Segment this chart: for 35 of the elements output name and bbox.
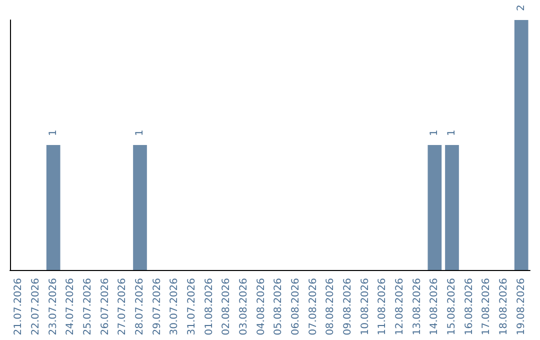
x-tick-label: 03.08.2026 [238, 278, 250, 336]
x-tick-label: 24.07.2026 [65, 278, 76, 336]
x-tick-label: 07.08.2026 [308, 278, 319, 336]
data-label: 1 [48, 130, 59, 136]
x-tick-label: 21.07.2026 [13, 278, 24, 336]
x-tick-label: 28.07.2026 [134, 278, 146, 336]
x-tick-label: 26.07.2026 [100, 278, 111, 336]
data-label: 1 [134, 130, 146, 136]
x-tick-label: 23.07.2026 [48, 278, 59, 336]
x-tick-label: 08.08.2026 [325, 278, 336, 336]
x-tick-label: 09.08.2026 [342, 278, 354, 336]
x-tick-label: 17.08.2026 [481, 278, 492, 336]
x-tick-label: 10.08.2026 [360, 278, 371, 336]
x-tick-label: 31.07.2026 [186, 278, 198, 336]
data-label: 2 [516, 4, 527, 11]
x-tick-label: 04.08.2026 [256, 278, 267, 336]
x-tick-label: 02.08.2026 [221, 278, 232, 336]
x-tick-label: 22.07.2026 [30, 278, 42, 336]
x-tick-label: 19.08.2026 [516, 278, 527, 336]
x-tick-label: 11.08.2026 [377, 278, 388, 336]
data-label: 1 [429, 130, 440, 136]
x-tick-label: 18.08.2026 [498, 278, 510, 336]
x-tick-label: 06.08.2026 [290, 278, 302, 336]
x-tick-label: 25.07.2026 [82, 278, 94, 336]
x-tick-label: 30.07.2026 [169, 278, 180, 336]
x-tick-label: 13.08.2026 [412, 278, 423, 336]
x-tick-label: 15.08.2026 [446, 278, 458, 336]
x-tick-label: 01.08.2026 [204, 278, 215, 336]
x-tick-label: 12.08.2026 [394, 278, 406, 336]
x-tick-label: 27.07.2026 [117, 278, 128, 336]
x-tick-label: 16.08.2026 [464, 278, 475, 336]
x-tick-label: 29.07.2026 [152, 278, 163, 336]
data-label: 1 [446, 130, 458, 136]
x-tick-label: 05.08.2026 [273, 278, 284, 336]
x-tick-label: 14.08.2026 [429, 278, 440, 336]
